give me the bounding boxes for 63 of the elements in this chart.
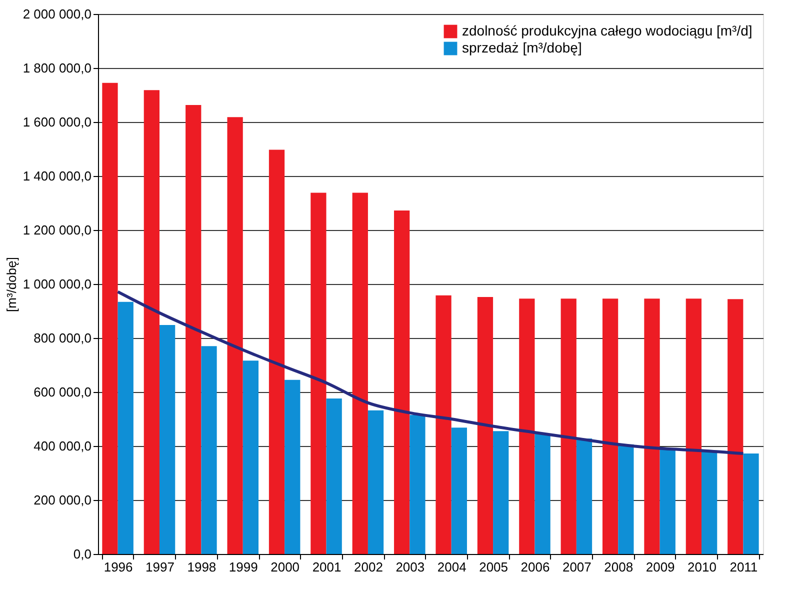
bar (368, 410, 384, 554)
bar (284, 380, 300, 554)
bar (394, 210, 410, 554)
bar (144, 90, 160, 554)
y-tick-label: 1 800 000,0 (22, 60, 92, 76)
bar (644, 298, 660, 554)
x-tick-label: 2009 (646, 560, 675, 574)
bar (686, 298, 702, 554)
x-tick-label: 2008 (604, 560, 634, 574)
y-tick-label: 1 200 000,0 (22, 222, 92, 238)
bar (602, 298, 618, 554)
bar (702, 450, 718, 554)
x-tick-label: 2001 (312, 560, 342, 574)
x-tick-label: 2010 (688, 560, 716, 574)
x-tick-label: 2003 (396, 560, 425, 574)
x-tick-label: 2006 (520, 560, 550, 574)
y-tick-label: 400 000,0 (34, 438, 92, 454)
x-tick-label: 2005 (479, 560, 508, 574)
bar (102, 82, 118, 554)
bar (410, 414, 426, 554)
bar (242, 360, 259, 554)
y-tick-label: 600 000,0 (34, 384, 92, 400)
bar (186, 104, 202, 554)
x-tick-label: 1999 (228, 560, 258, 574)
y-tick-label: 800 000,0 (34, 330, 92, 346)
bar (268, 150, 285, 554)
bar (352, 192, 368, 554)
bar (743, 454, 759, 554)
x-tick-label: 2011 (730, 560, 758, 574)
x-tick-label: 1998 (187, 560, 216, 574)
x-tick-label: 1996 (104, 560, 133, 574)
x-tick-label: 2007 (562, 560, 592, 574)
y-tick-label: 200 000,0 (34, 492, 92, 508)
x-tick-label: 2000 (270, 560, 300, 574)
bar (201, 346, 217, 554)
bar (310, 192, 326, 554)
bar (326, 398, 342, 554)
y-tick-label: 1 600 000,0 (22, 114, 92, 130)
bar (159, 325, 176, 554)
legend-label: sprzedaż [m³/dobę] (462, 40, 582, 56)
bar (477, 296, 494, 554)
legend-label: zdolność produkcyjna całego wodociągu [m³/d] (462, 22, 752, 38)
bar (118, 302, 134, 554)
bar (519, 298, 535, 554)
line-series (116, 290, 745, 456)
bar (227, 117, 243, 554)
y-tick-label: 0,0 (73, 546, 92, 562)
bar (576, 438, 592, 554)
bar (493, 431, 509, 554)
x-tick-label: 2002 (354, 560, 383, 574)
bar (618, 444, 634, 554)
x-tick-label: 2004 (437, 560, 466, 574)
y-tick-label: 1 000 000,0 (22, 276, 92, 292)
bar (451, 428, 467, 554)
y-tick-label: 1 400 000,0 (22, 168, 92, 184)
bar (560, 298, 576, 554)
bar (728, 299, 744, 554)
x-tick-label: 1997 (146, 560, 174, 574)
y-axis-title: [m³/dobę] (4, 257, 19, 312)
bar (436, 295, 452, 554)
y-tick-label: 2 000 000,0 (22, 6, 92, 22)
bar (660, 448, 676, 554)
bar (534, 434, 550, 554)
